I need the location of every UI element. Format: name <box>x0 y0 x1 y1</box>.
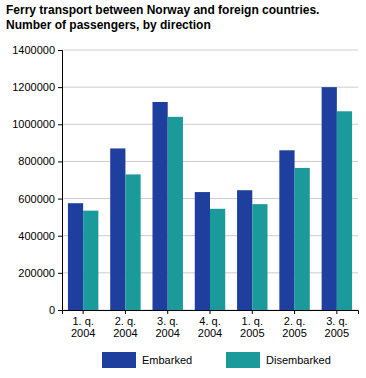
x-axis-line <box>63 311 359 315</box>
x-tick-mark <box>167 310 168 314</box>
x-tick: 1. q.2004 <box>71 310 95 339</box>
bar <box>168 117 183 310</box>
y-tick: 0 <box>49 304 62 316</box>
y-tick: 600000 <box>18 193 62 205</box>
y-tick-mark <box>58 50 62 51</box>
y-tick-mark <box>58 161 62 162</box>
y-tick: 1200000 <box>12 81 62 93</box>
y-tick-label: 200000 <box>18 267 55 279</box>
x-tick-mark <box>210 310 211 314</box>
y-tick: 800000 <box>18 155 62 167</box>
grid <box>62 50 358 310</box>
grid-line <box>62 50 358 51</box>
bar <box>337 111 352 310</box>
x-tick-mark <box>83 310 84 314</box>
bar <box>68 203 83 310</box>
y-axis: 0 200000 400000 600000 800000 1000000 1200000 1… <box>12 44 62 316</box>
x-tick: 4. q.2004 <box>198 310 222 339</box>
legend-swatch <box>226 352 260 368</box>
x-tick-label: 2. q.2005 <box>282 315 306 340</box>
x-tick: 1. q.2005 <box>240 310 264 339</box>
bar <box>322 87 337 310</box>
y-tick: 200000 <box>18 267 62 279</box>
bar <box>195 192 210 310</box>
y-tick-mark <box>58 310 62 311</box>
x-tick-label: 2. q.2004 <box>113 315 137 340</box>
bar <box>210 209 225 310</box>
legend-label: Embarked <box>142 354 192 366</box>
y-tick-label: 400000 <box>18 230 55 242</box>
legend-label: Disembarked <box>266 354 331 366</box>
y-tick-mark <box>58 236 62 237</box>
y-tick-label: 0 <box>49 304 55 316</box>
legend: Embarked Disembarked <box>102 352 331 368</box>
x-axis: 1. q.2004 2. q.2004 3. q.2004 4. q.2004 1. q… <box>63 310 359 339</box>
x-tick-label: 3. q.2005 <box>325 315 349 340</box>
bar <box>252 204 267 310</box>
x-tick: 3. q.2005 <box>325 310 349 339</box>
bar <box>295 168 310 310</box>
x-tick-label: 3. q.2004 <box>155 315 179 340</box>
plot: 0 200000 400000 600000 800000 1000000 1200000 1… <box>12 44 358 339</box>
y-tick-mark <box>58 199 62 200</box>
y-tick-mark <box>58 124 62 125</box>
grid-line <box>62 161 358 162</box>
bar <box>110 148 125 310</box>
bar <box>237 190 252 310</box>
grid-line <box>62 87 358 88</box>
y-tick-label: 800000 <box>18 155 55 167</box>
x-tick: 2. q.2005 <box>282 310 306 339</box>
y-tick: 1400000 <box>12 44 62 56</box>
x-tick: 2. q.2004 <box>113 310 137 339</box>
bars <box>68 87 352 310</box>
y-tick-label: 1000000 <box>12 118 55 130</box>
x-tick: 3. q.2004 <box>155 310 179 339</box>
legend-swatch <box>102 352 136 368</box>
y-axis-line <box>58 51 63 311</box>
x-tick-label: 1. q.2004 <box>71 315 95 340</box>
bar <box>279 150 294 310</box>
y-tick: 400000 <box>18 230 62 242</box>
x-tick-label: 4. q.2004 <box>198 315 222 340</box>
legend-item: Embarked <box>102 352 192 368</box>
subtitle: Number of passengers, by direction <box>6 18 211 32</box>
bar <box>83 211 98 310</box>
x-tick-mark <box>294 310 295 314</box>
y-tick-label: 600000 <box>18 193 55 205</box>
x-tick-label: 1. q.2005 <box>240 315 264 340</box>
x-tick-mark <box>336 310 337 314</box>
bar <box>125 174 140 310</box>
x-tick-mark <box>125 310 126 314</box>
legend-item: Disembarked <box>226 352 331 368</box>
y-tick-mark <box>58 87 62 88</box>
y-tick-label: 1200000 <box>12 81 55 93</box>
x-tick-mark <box>252 310 253 314</box>
grid-line <box>62 124 358 125</box>
y-tick-label: 1400000 <box>12 44 55 56</box>
chart: Ferry transport between Norway and forei… <box>0 0 366 378</box>
y-tick: 1000000 <box>12 118 62 130</box>
title: Ferry transport between Norway and forei… <box>6 3 319 17</box>
y-tick-mark <box>58 273 62 274</box>
bar <box>152 102 167 310</box>
